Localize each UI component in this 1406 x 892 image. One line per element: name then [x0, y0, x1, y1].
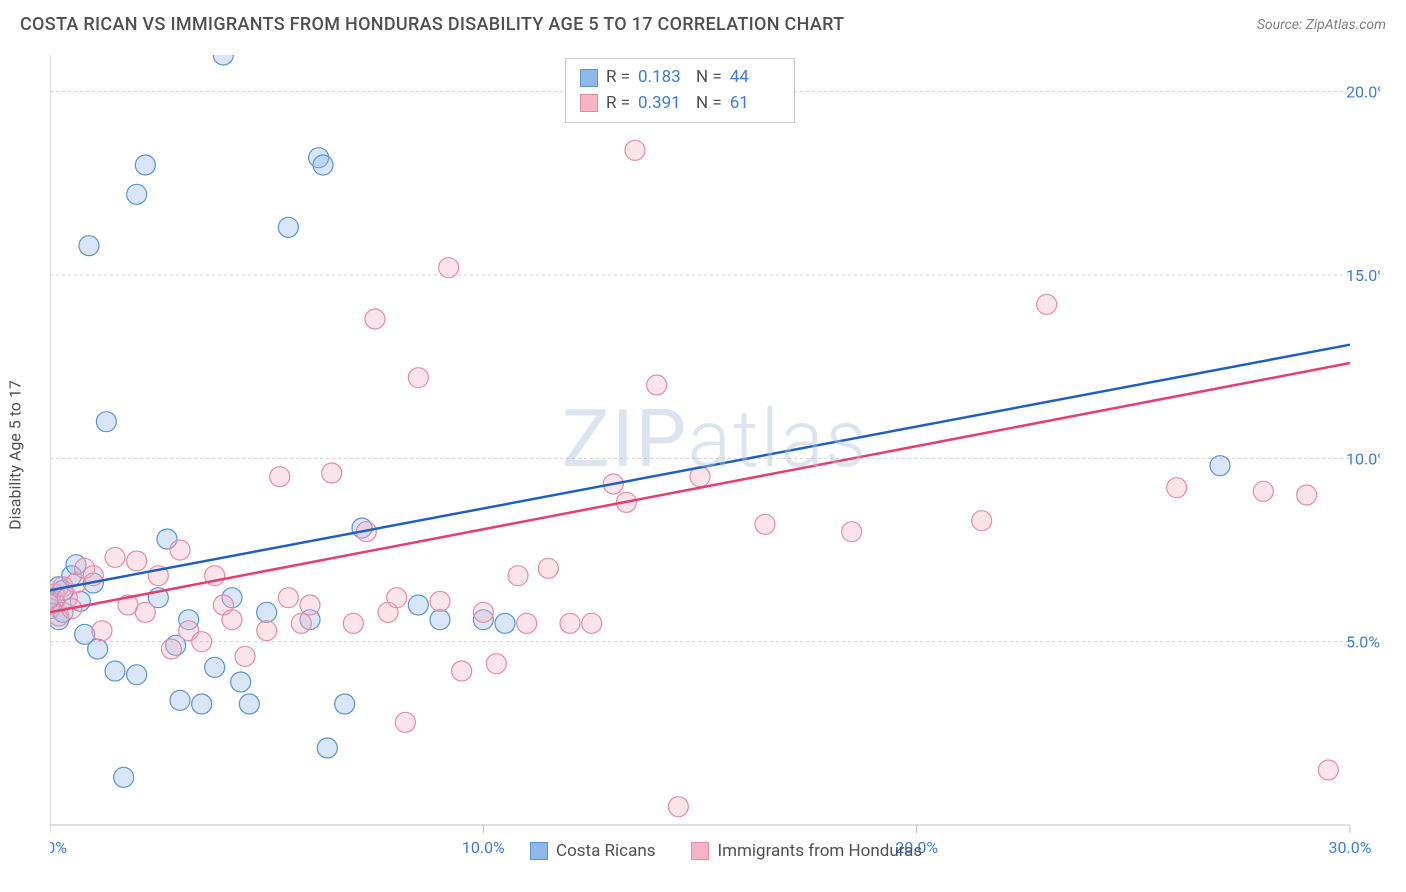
svg-text:10.0%: 10.0% [462, 838, 505, 855]
svg-text:30.0%: 30.0% [1329, 838, 1372, 855]
swatch-icon [530, 842, 548, 860]
n-label: N = [696, 65, 722, 91]
chart-header: COSTA RICAN VS IMMIGRANTS FROM HONDURAS … [0, 0, 1406, 45]
scatter-plot: 5.0%10.0%15.0%20.0%0.0%10.0%20.0%30.0% [50, 55, 1380, 855]
chart-source: Source: ZipAtlas.com [1257, 17, 1386, 33]
svg-text:15.0%: 15.0% [1346, 266, 1380, 285]
n-value: 44 [730, 65, 780, 91]
swatch-icon [580, 69, 598, 87]
legend-item: Costa Ricans [530, 841, 655, 861]
chart-area: Disability Age 5 to 17 5.0%10.0%15.0%20.… [50, 55, 1380, 855]
r-value: 0.183 [638, 65, 688, 91]
stats-row: R = 0.183 N = 44 [580, 65, 780, 91]
swatch-icon [580, 94, 598, 112]
r-label: R = [606, 91, 630, 117]
stats-row: R = 0.391 N = 61 [580, 91, 780, 117]
legend: Costa Ricans Immigrants from Honduras [530, 841, 922, 861]
r-label: R = [606, 65, 630, 91]
swatch-icon [691, 842, 709, 860]
svg-text:20.0%: 20.0% [1346, 83, 1380, 102]
legend-label: Costa Ricans [556, 841, 655, 861]
n-value: 61 [730, 91, 780, 117]
svg-text:5.0%: 5.0% [1346, 633, 1380, 652]
legend-label: Immigrants from Honduras [717, 841, 922, 861]
y-axis-label: Disability Age 5 to 17 [6, 380, 25, 530]
svg-text:10.0%: 10.0% [1346, 449, 1380, 468]
stats-box: R = 0.183 N = 44 R = 0.391 N = 61 [565, 58, 795, 123]
chart-title: COSTA RICAN VS IMMIGRANTS FROM HONDURAS … [20, 14, 844, 35]
r-value: 0.391 [638, 91, 688, 117]
n-label: N = [696, 91, 722, 117]
legend-item: Immigrants from Honduras [691, 841, 922, 861]
svg-text:0.0%: 0.0% [50, 838, 67, 855]
